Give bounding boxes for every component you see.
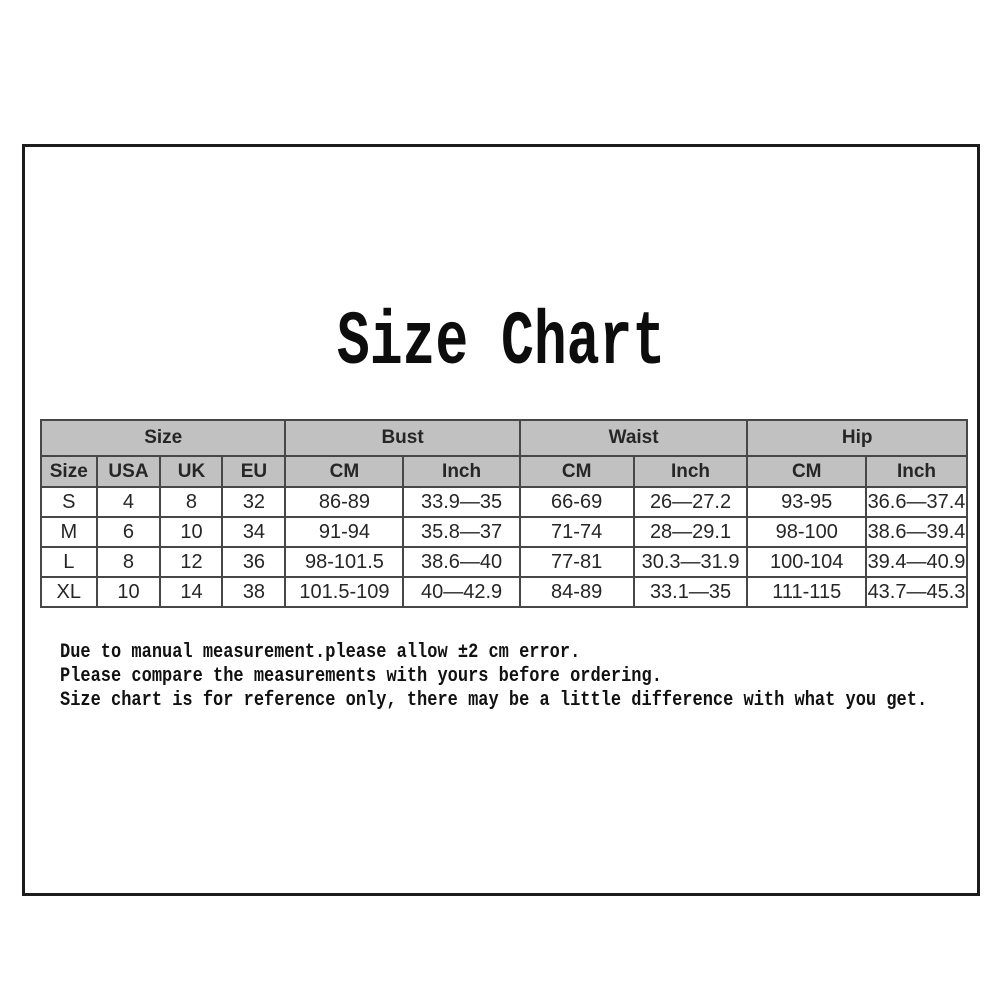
cell-size: S <box>40 486 98 518</box>
cell-usa: 8 <box>95 546 162 578</box>
column-header-usa: USA <box>95 455 162 488</box>
cell-usa: 4 <box>95 486 162 518</box>
column-header-waist-cm: CM <box>518 455 635 488</box>
column-header-waist-inch: Inch <box>632 455 749 488</box>
cell-waist-inch: 33.1—35 <box>632 576 749 608</box>
cell-waist-cm: 84-89 <box>518 576 635 608</box>
cell-hip-inch: 39.4—40.9 <box>864 546 969 578</box>
cell-eu: 32 <box>221 486 287 518</box>
cell-hip-inch: 43.7—45.3 <box>864 576 969 608</box>
cell-bust-inch: 40—42.9 <box>402 576 521 608</box>
cell-waist-cm: 77-81 <box>518 546 635 578</box>
group-header-waist: Waist <box>518 419 749 457</box>
cell-hip-cm: 98-100 <box>746 516 867 548</box>
cell-waist-inch: 26—27.2 <box>632 486 749 518</box>
note-line-2: Please compare the measurements with you… <box>60 665 662 688</box>
cell-bust-inch: 38.6—40 <box>402 546 521 578</box>
table-row-l: L 8 12 36 98-101.5 38.6—40 77-81 30.3—31… <box>40 546 969 578</box>
column-header-hip-inch: Inch <box>864 455 969 488</box>
cell-size: XL <box>40 576 98 608</box>
cell-hip-inch: 36.6—37.4 <box>864 486 969 518</box>
column-header-size: Size <box>40 455 98 488</box>
column-header-bust-inch: Inch <box>402 455 521 488</box>
cell-hip-cm: 100-104 <box>746 546 867 578</box>
cell-uk: 10 <box>159 516 224 548</box>
cell-waist-inch: 28—29.1 <box>632 516 749 548</box>
column-header-eu: EU <box>221 455 287 488</box>
measurement-notes: Due to manual measurement.please allow ±… <box>60 641 1001 713</box>
cell-bust-cm: 101.5-109 <box>284 576 405 608</box>
cell-eu: 36 <box>221 546 287 578</box>
cell-usa: 6 <box>95 516 162 548</box>
cell-bust-cm: 86-89 <box>284 486 405 518</box>
cell-hip-inch: 38.6—39.4 <box>864 516 969 548</box>
column-header-hip-cm: CM <box>746 455 867 488</box>
cell-eu: 34 <box>221 516 287 548</box>
cell-uk: 8 <box>159 486 224 518</box>
cell-bust-cm: 91-94 <box>284 516 405 548</box>
group-header-size: Size <box>39 419 287 457</box>
cell-usa: 10 <box>95 576 162 608</box>
size-chart-frame: Size Chart Size Bust Waist Hip Size USA … <box>22 144 980 896</box>
cell-uk: 14 <box>159 576 224 608</box>
title-wrap: Size Chart <box>25 305 977 381</box>
cell-size: L <box>40 546 98 578</box>
column-header-uk: UK <box>159 455 224 488</box>
cell-size: M <box>40 516 98 548</box>
group-header-bust: Bust <box>284 419 521 457</box>
table-column-header-row: Size USA UK EU CM Inch CM Inch CM Inch <box>40 455 969 488</box>
table-row-s: S 4 8 32 86-89 33.9—35 66-69 26—27.2 93-… <box>40 486 969 518</box>
group-header-hip: Hip <box>746 419 968 457</box>
note-line-3: Size chart is for reference only, there … <box>60 689 928 712</box>
cell-hip-cm: 111-115 <box>746 576 867 608</box>
cell-eu: 38 <box>221 576 287 608</box>
cell-hip-cm: 93-95 <box>746 486 867 518</box>
size-table: Size Bust Waist Hip Size USA UK EU CM In… <box>39 419 969 608</box>
cell-bust-inch: 33.9—35 <box>402 486 521 518</box>
cell-waist-cm: 71-74 <box>518 516 635 548</box>
cell-waist-cm: 66-69 <box>518 486 635 518</box>
table-row-xl: XL 10 14 38 101.5-109 40—42.9 84-89 33.1… <box>40 576 969 608</box>
table-group-header-row: Size Bust Waist Hip <box>39 419 968 457</box>
cell-uk: 12 <box>159 546 224 578</box>
page-title: Size Chart <box>336 300 666 386</box>
cell-bust-cm: 98-101.5 <box>284 546 405 578</box>
cell-waist-inch: 30.3—31.9 <box>632 546 749 578</box>
table-row-m: M 6 10 34 91-94 35.8—37 71-74 28—29.1 98… <box>40 516 969 548</box>
column-header-bust-cm: CM <box>284 455 405 488</box>
cell-bust-inch: 35.8—37 <box>402 516 521 548</box>
note-line-1: Due to manual measurement.please allow ±… <box>60 641 581 664</box>
